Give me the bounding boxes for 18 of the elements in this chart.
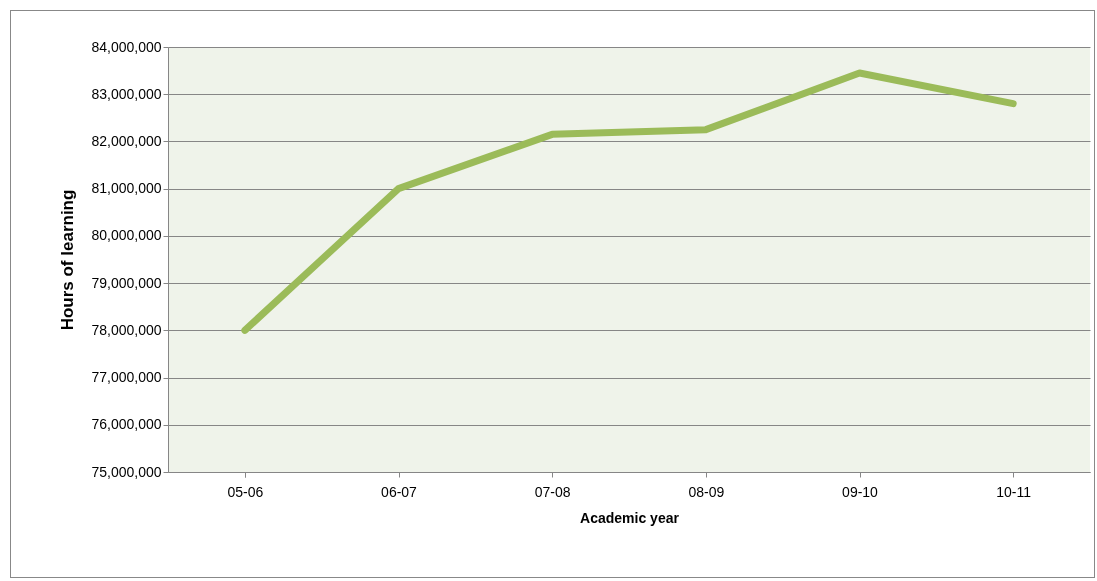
y-tick-label: 77,000,000 bbox=[91, 369, 162, 386]
y-tick-label: 83,000,000 bbox=[91, 85, 162, 102]
x-tick-label: 09-10 bbox=[842, 483, 879, 500]
y-tick-label: 76,000,000 bbox=[91, 416, 162, 433]
y-tick-label: 79,000,000 bbox=[91, 274, 162, 291]
y-tick-label: 78,000,000 bbox=[91, 321, 162, 338]
x-axis-title: Academic year bbox=[580, 509, 680, 526]
y-tick-label: 81,000,000 bbox=[91, 180, 162, 197]
x-tick-label: 07-08 bbox=[534, 483, 571, 500]
y-tick-label: 80,000,000 bbox=[91, 227, 162, 244]
y-tick-label: 75,000,000 bbox=[91, 463, 162, 480]
x-tick-label: 08-09 bbox=[688, 483, 725, 500]
x-tick-label: 05-06 bbox=[227, 483, 264, 500]
y-axis-title: Hours of learning bbox=[58, 189, 78, 331]
y-tick-label: 84,000,000 bbox=[91, 38, 162, 55]
y-tick-label: 82,000,000 bbox=[91, 132, 162, 149]
x-tick-label: 10-11 bbox=[996, 483, 1032, 500]
x-tick-label: 06-07 bbox=[381, 483, 418, 500]
